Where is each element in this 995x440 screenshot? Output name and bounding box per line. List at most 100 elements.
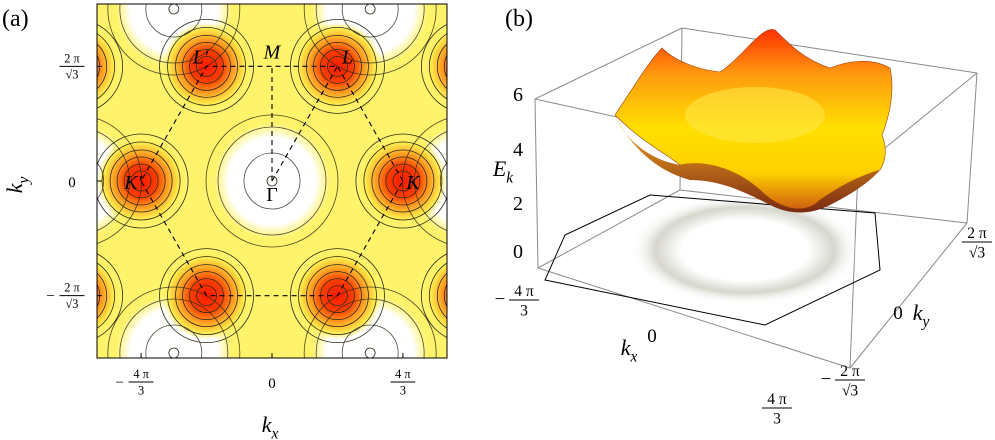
contour-line bbox=[315, 4, 425, 64]
y3d-tick-label-numerator: 2 π bbox=[967, 225, 987, 242]
contour-line bbox=[428, 262, 447, 329]
contour-line bbox=[160, 363, 254, 440]
peak-region bbox=[97, 27, 120, 105]
contour-line bbox=[341, 324, 399, 358]
x-tick-label-denominator: 3 bbox=[400, 383, 406, 397]
contour-line bbox=[436, 43, 447, 90]
contour-line bbox=[385, 163, 421, 199]
contour-line bbox=[107, 4, 241, 76]
contour-line bbox=[306, 264, 369, 328]
contour-line bbox=[298, 371, 376, 440]
surface-shadow bbox=[630, 195, 860, 305]
contour-line bbox=[371, 149, 435, 213]
contour-line bbox=[313, 386, 361, 434]
contour-line bbox=[443, 283, 447, 308]
y3d-tick-label-denominator: √3 bbox=[842, 383, 859, 400]
box-edge bbox=[537, 189, 681, 269]
y-tick-label-denominator: √3 bbox=[66, 297, 79, 311]
contour-line bbox=[101, 141, 181, 221]
contour-line bbox=[107, 286, 241, 358]
contour-line bbox=[119, 4, 229, 64]
contour-line bbox=[97, 262, 116, 329]
floor-hexagon bbox=[544, 194, 881, 326]
box-edge bbox=[537, 267, 851, 369]
y-tick-label-sign: − bbox=[46, 289, 54, 305]
y3d-tick-label-sign: − bbox=[821, 369, 832, 390]
panel-label-b: (b) bbox=[505, 6, 533, 32]
contour-line bbox=[451, 49, 485, 83]
x3d-tick-label-numerator: 4 π bbox=[767, 391, 787, 408]
contour-line bbox=[458, 286, 478, 306]
contour-line bbox=[439, 162, 447, 200]
contour-line bbox=[463, 176, 473, 186]
contour-line bbox=[159, 18, 254, 114]
contour-line bbox=[341, 4, 399, 38]
contour-line bbox=[315, 298, 425, 358]
contour-line bbox=[175, 34, 238, 98]
gamma-l-line bbox=[271, 66, 338, 182]
y3d-tick-label-text: 0 bbox=[893, 303, 903, 324]
contour-line bbox=[190, 393, 224, 427]
y3d-tick-label: 2 π√3 bbox=[962, 225, 992, 262]
panel-label-a: (a) bbox=[2, 6, 29, 32]
x3d-tick-label-text: 0 bbox=[647, 326, 657, 347]
box-edge bbox=[534, 27, 683, 100]
y3d-tick-label: 0 bbox=[893, 303, 903, 324]
y-tick-label-numerator: 2 π bbox=[64, 51, 80, 65]
point-label-L′: L′ bbox=[192, 46, 209, 68]
contour-line bbox=[119, 298, 229, 358]
contour-line bbox=[378, 156, 428, 206]
z-tick-label: 4 bbox=[513, 139, 523, 161]
surface-highlight bbox=[685, 87, 825, 143]
y3d-tick-label-denominator: √3 bbox=[969, 245, 986, 262]
x-tick-label-numerator: 4 π bbox=[395, 367, 411, 381]
contour-line bbox=[306, 379, 368, 440]
x-tick-label: 0 bbox=[268, 376, 276, 392]
z-axis-title: Ek bbox=[492, 156, 514, 187]
contour-line bbox=[458, 56, 478, 76]
contour-line bbox=[167, 26, 246, 106]
x3d-tick-label-sign: − bbox=[495, 289, 506, 310]
brillouin-zone bbox=[140, 65, 404, 297]
y3d-tick-label: 2 π √3− bbox=[821, 363, 865, 400]
x-tick-label-numerator: 4 π bbox=[133, 367, 149, 381]
contour-line bbox=[420, 253, 447, 338]
box-edge bbox=[966, 72, 978, 224]
y-tick-label-numerator: 2 π bbox=[64, 281, 80, 295]
contour-line bbox=[168, 371, 246, 440]
x3d-tick-label-denominator: 3 bbox=[773, 411, 781, 428]
contour-line bbox=[159, 248, 254, 344]
box-edge bbox=[534, 98, 539, 269]
high-symmetry-labels: Γ K K′ L L′ M bbox=[123, 41, 421, 206]
point-label-K′: K′ bbox=[123, 172, 142, 194]
energy-surface bbox=[544, 29, 893, 326]
contour-line bbox=[197, 400, 217, 420]
y-axis-title: ky bbox=[2, 177, 33, 194]
peak-region bbox=[293, 366, 381, 440]
contour-line bbox=[97, 253, 124, 338]
box-edge bbox=[681, 27, 978, 74]
x-tick-label-text: 0 bbox=[268, 376, 276, 392]
point-label-Γ: Γ bbox=[266, 184, 278, 206]
x-tick-label: 4 π 3 − bbox=[115, 367, 154, 397]
contour-line bbox=[97, 133, 189, 229]
x3d-tick-label-denominator: 3 bbox=[520, 303, 528, 320]
x3d-axis-title: kx bbox=[621, 335, 638, 366]
contour-line bbox=[327, 400, 347, 420]
y-tick-label-denominator: √3 bbox=[66, 68, 79, 82]
contour-line bbox=[363, 141, 443, 221]
contour-line bbox=[327, 285, 348, 307]
x-tick-label-sign: − bbox=[115, 375, 123, 391]
contour-line bbox=[436, 272, 447, 319]
contour-line bbox=[97, 43, 108, 90]
bz-hexagon bbox=[140, 65, 404, 297]
x-tick-label: 4 π3 bbox=[390, 367, 416, 397]
contour-line bbox=[97, 130, 131, 232]
contour-line bbox=[183, 386, 231, 434]
surface-rim bbox=[615, 115, 880, 213]
box-edge bbox=[849, 169, 859, 369]
x3d-tick-label: 4 π 3− bbox=[495, 283, 539, 320]
x3d-tick-label: 0 bbox=[647, 326, 657, 347]
contour-line bbox=[327, 55, 348, 77]
